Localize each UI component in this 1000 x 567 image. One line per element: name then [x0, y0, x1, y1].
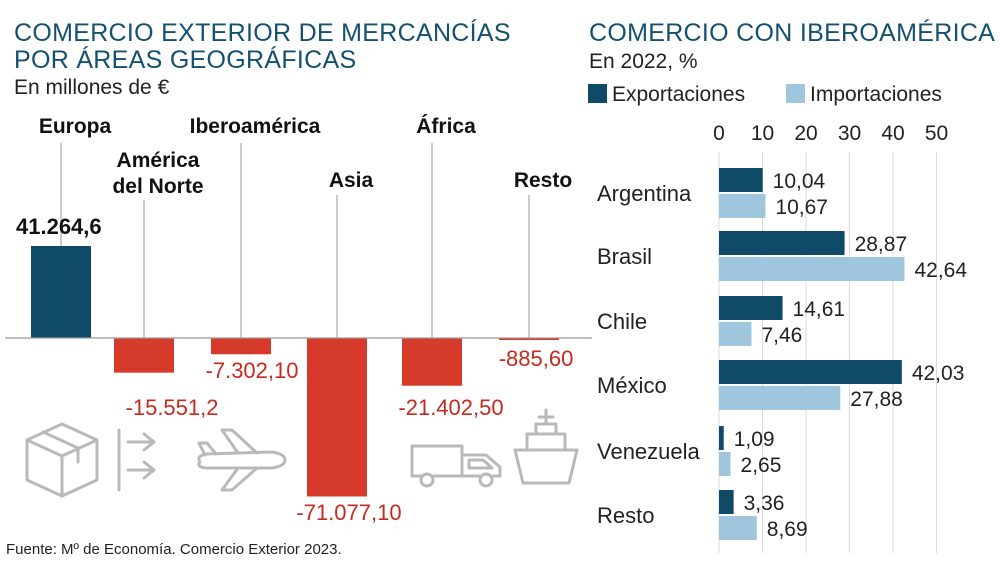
- tick-label-10: 10: [751, 122, 774, 145]
- truck-icon: [410, 444, 502, 488]
- category-label-asia: Asia: [329, 169, 374, 192]
- value-label-africa: -21.402,50: [398, 395, 503, 420]
- bar-chile-importaciones: [719, 322, 752, 346]
- legend-label-importaciones: Importaciones: [810, 83, 942, 106]
- value-label-chile-importaciones: 7,46: [761, 324, 802, 347]
- left-title-line-2: POR ÁREAS GEOGRÁFICAS: [14, 45, 356, 74]
- ship-icon: [513, 408, 579, 485]
- tick-label-20: 20: [794, 122, 817, 145]
- bar-venezuela-importaciones: [719, 452, 731, 476]
- row-label-argentina: Argentina: [597, 181, 692, 206]
- legend-swatch-importaciones: [786, 84, 805, 103]
- value-label-venezuela-importaciones: 2,65: [741, 454, 782, 477]
- value-label-argentina-importaciones: 10,67: [775, 196, 828, 219]
- row-label-venezuela: Venezuela: [597, 439, 701, 464]
- value-label-venezuela-exportaciones: 1,09: [734, 428, 775, 451]
- value-label-resto-exportaciones: 3,36: [744, 492, 785, 515]
- value-label-europa: 41.264,6: [16, 214, 102, 239]
- bar-argentina-importaciones: [719, 194, 766, 218]
- value-label-chile-exportaciones: 14,61: [793, 298, 846, 321]
- value-label-brasil-exportaciones: 28,87: [855, 233, 908, 256]
- value-label-resto-importaciones: 8,69: [767, 518, 808, 541]
- legend-label-exportaciones: Exportaciones: [612, 83, 745, 106]
- box-icon: [25, 422, 99, 498]
- value-label-mexico-exportaciones: 42,03: [912, 362, 965, 385]
- value-label-brasil-importaciones: 42,64: [914, 259, 967, 282]
- bar-brasil-exportaciones: [719, 231, 845, 255]
- category-label-resto: Resto: [514, 169, 572, 192]
- bar-resto-importaciones: [719, 516, 757, 540]
- left-title-line-1: COMERCIO EXTERIOR DE MERCANCÍAS: [14, 18, 511, 47]
- legend: Exportaciones Importaciones: [588, 83, 942, 106]
- bar-mexico-exportaciones: [719, 360, 902, 384]
- airplane-icon: [197, 428, 287, 492]
- row-label-mexico: México: [597, 373, 667, 398]
- tick-label-40: 40: [881, 122, 904, 145]
- category-label-africa: África: [416, 115, 476, 138]
- tick-label-0: 0: [713, 122, 725, 145]
- tick-label-50: 50: [925, 122, 948, 145]
- bar-asia: [307, 338, 367, 497]
- value-label-iberoamerica: -7.302,10: [206, 358, 299, 383]
- category-label-europa: Europa: [39, 115, 112, 138]
- legend-swatch-exportaciones: [588, 84, 607, 103]
- bar-europa: [31, 246, 91, 338]
- bar-africa: [402, 338, 462, 386]
- right-subtitle: En 2022, %: [589, 50, 698, 73]
- category-label-iberoamerica: Iberoamérica: [190, 115, 321, 138]
- row-label-chile: Chile: [597, 309, 647, 334]
- category-label-america-del-norte-1: América: [117, 149, 200, 172]
- bar-america-del-norte: [114, 338, 174, 373]
- double-arrow-icon: [117, 428, 156, 492]
- bar-resto: [499, 338, 559, 340]
- right-title: COMERCIO CON IBEROAMÉRICA: [589, 18, 995, 47]
- bar-iberoamerica: [211, 338, 271, 355]
- bar-mexico-importaciones: [719, 386, 841, 410]
- category-label-america-del-norte-2: del Norte: [112, 175, 203, 198]
- right-chart: COMERCIO CON IBEROAMÉRICA En 2022, % Exp…: [588, 18, 995, 553]
- tick-label-30: 30: [838, 122, 861, 145]
- bar-brasil-importaciones: [719, 257, 905, 281]
- bar-chile-exportaciones: [719, 296, 783, 320]
- source-note: Fuente: Mº de Economía. Comercio Exterio…: [6, 541, 342, 558]
- left-subtitle: En millones de €: [14, 76, 170, 99]
- bar-resto-exportaciones: [719, 490, 734, 514]
- value-label-mexico-importaciones: 27,88: [850, 388, 903, 411]
- bar-venezuela-exportaciones: [719, 426, 724, 450]
- row-label-resto: Resto: [597, 503, 654, 528]
- value-label-america-del-norte: -15.551,2: [126, 395, 219, 420]
- row-label-brasil: Brasil: [597, 244, 652, 269]
- left-chart: COMERCIO EXTERIOR DE MERCANCÍAS POR ÁREA…: [5, 18, 592, 525]
- value-label-argentina-exportaciones: 10,04: [773, 170, 826, 193]
- value-label-resto: -885,60: [499, 346, 574, 371]
- value-label-asia: -71.077,10: [296, 500, 401, 525]
- bar-argentina-exportaciones: [719, 168, 763, 192]
